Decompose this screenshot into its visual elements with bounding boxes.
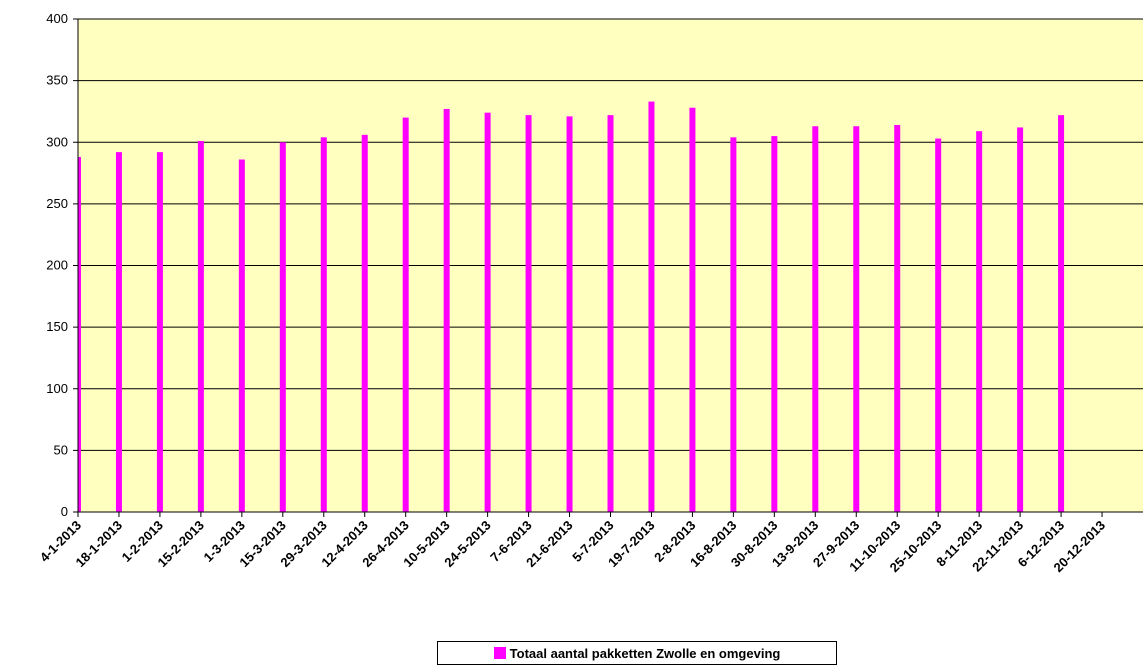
y-tick-label: 50	[54, 442, 68, 457]
bar	[1017, 127, 1024, 513]
bar	[484, 112, 491, 513]
bar	[197, 141, 204, 512]
bar	[607, 115, 614, 512]
legend: Totaal aantal pakketten Zwolle en omgevi…	[437, 641, 837, 665]
y-tick-label: 100	[46, 381, 68, 396]
bar	[402, 117, 409, 512]
bar	[771, 136, 778, 512]
bar	[115, 152, 122, 513]
y-tick-label: 150	[46, 319, 68, 334]
bar	[320, 137, 327, 512]
x-axis-ticks: 4-1-201318-1-20131-2-201315-2-20131-3-20…	[37, 512, 1108, 575]
bar	[361, 134, 368, 513]
y-tick-label: 200	[46, 258, 68, 273]
bar	[1058, 115, 1065, 512]
bar	[238, 159, 245, 512]
bar	[689, 107, 696, 513]
y-tick-label: 300	[46, 134, 68, 149]
y-tick-label: 350	[46, 73, 68, 88]
y-tick-label: 0	[61, 504, 68, 519]
bar	[443, 108, 450, 512]
y-tick-label: 400	[46, 11, 68, 26]
bar	[894, 124, 901, 513]
bar	[976, 131, 983, 512]
bar	[853, 126, 860, 512]
bar	[156, 152, 163, 513]
bar	[525, 115, 532, 512]
bar	[648, 101, 655, 512]
bar	[935, 138, 942, 513]
y-tick-label: 250	[46, 196, 68, 211]
bar	[78, 157, 81, 513]
bar	[812, 126, 819, 512]
chart: 0 50 100 150 200 250 300 350 400 4-1-201318-1-20…	[37, 11, 1143, 575]
legend-swatch	[493, 647, 506, 659]
legend-label: Totaal aantal pakketten Zwolle en omgevi…	[509, 645, 781, 661]
y-axis-ticks: 0 50 100 150 200 250 300 350 400	[46, 11, 78, 519]
bars	[78, 101, 1065, 513]
bar	[279, 142, 286, 512]
bar	[566, 116, 573, 513]
bar	[730, 137, 737, 512]
